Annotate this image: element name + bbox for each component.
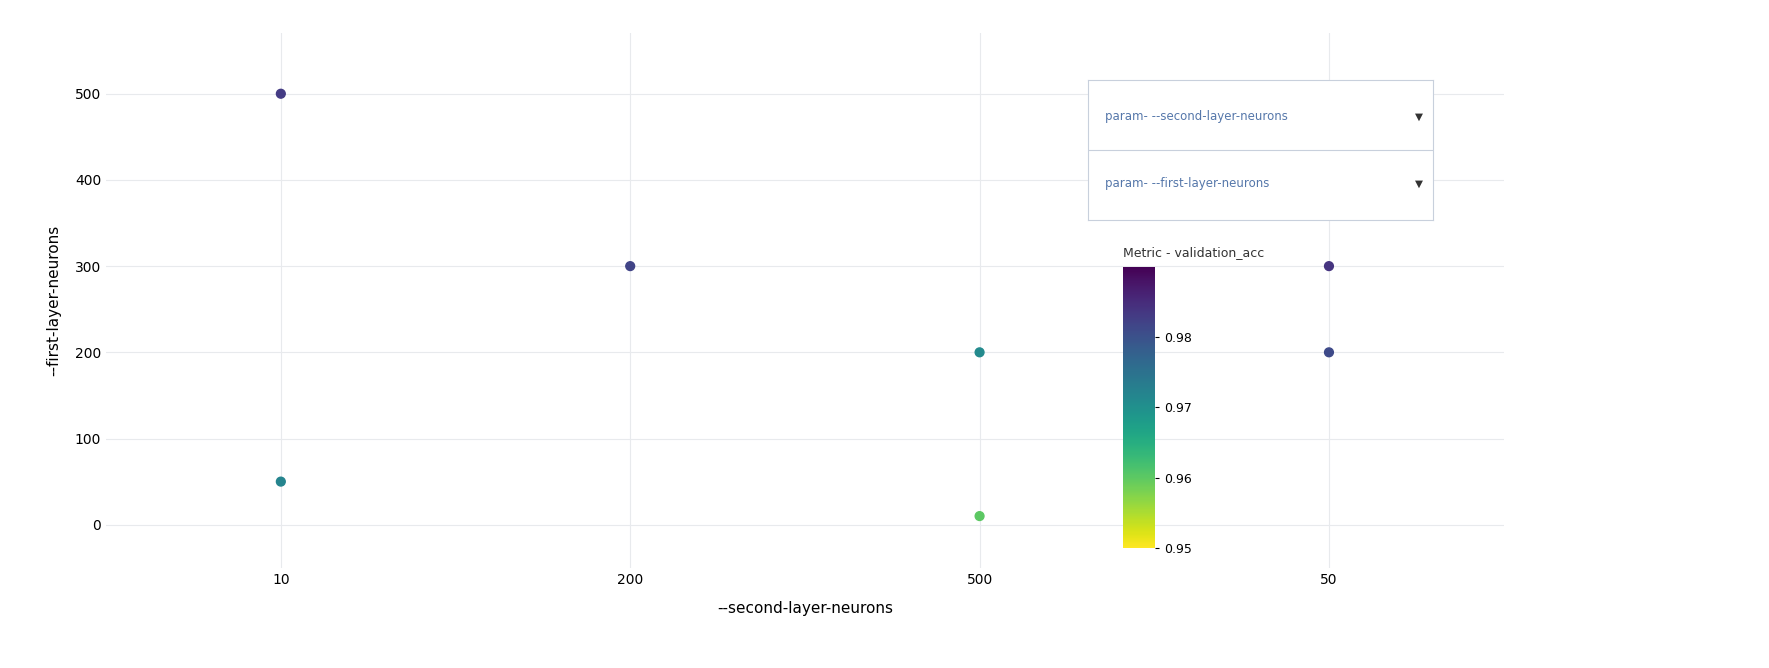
Point bbox=[966, 511, 994, 522]
Point bbox=[267, 88, 295, 99]
Text: ▼: ▼ bbox=[1415, 179, 1422, 189]
Point bbox=[1314, 261, 1343, 271]
Text: param- --second-layer-neurons: param- --second-layer-neurons bbox=[1106, 110, 1288, 123]
Point bbox=[966, 347, 994, 357]
Text: param- --first-layer-neurons: param- --first-layer-neurons bbox=[1106, 178, 1270, 190]
Text: Metric - validation_acc: Metric - validation_acc bbox=[1123, 246, 1265, 259]
Y-axis label: --first-layer-neurons: --first-layer-neurons bbox=[46, 225, 60, 376]
Point bbox=[616, 261, 644, 271]
Text: ▼: ▼ bbox=[1415, 112, 1422, 122]
Point bbox=[1314, 347, 1343, 357]
Point bbox=[267, 476, 295, 487]
X-axis label: --second-layer-neurons: --second-layer-neurons bbox=[716, 601, 893, 615]
